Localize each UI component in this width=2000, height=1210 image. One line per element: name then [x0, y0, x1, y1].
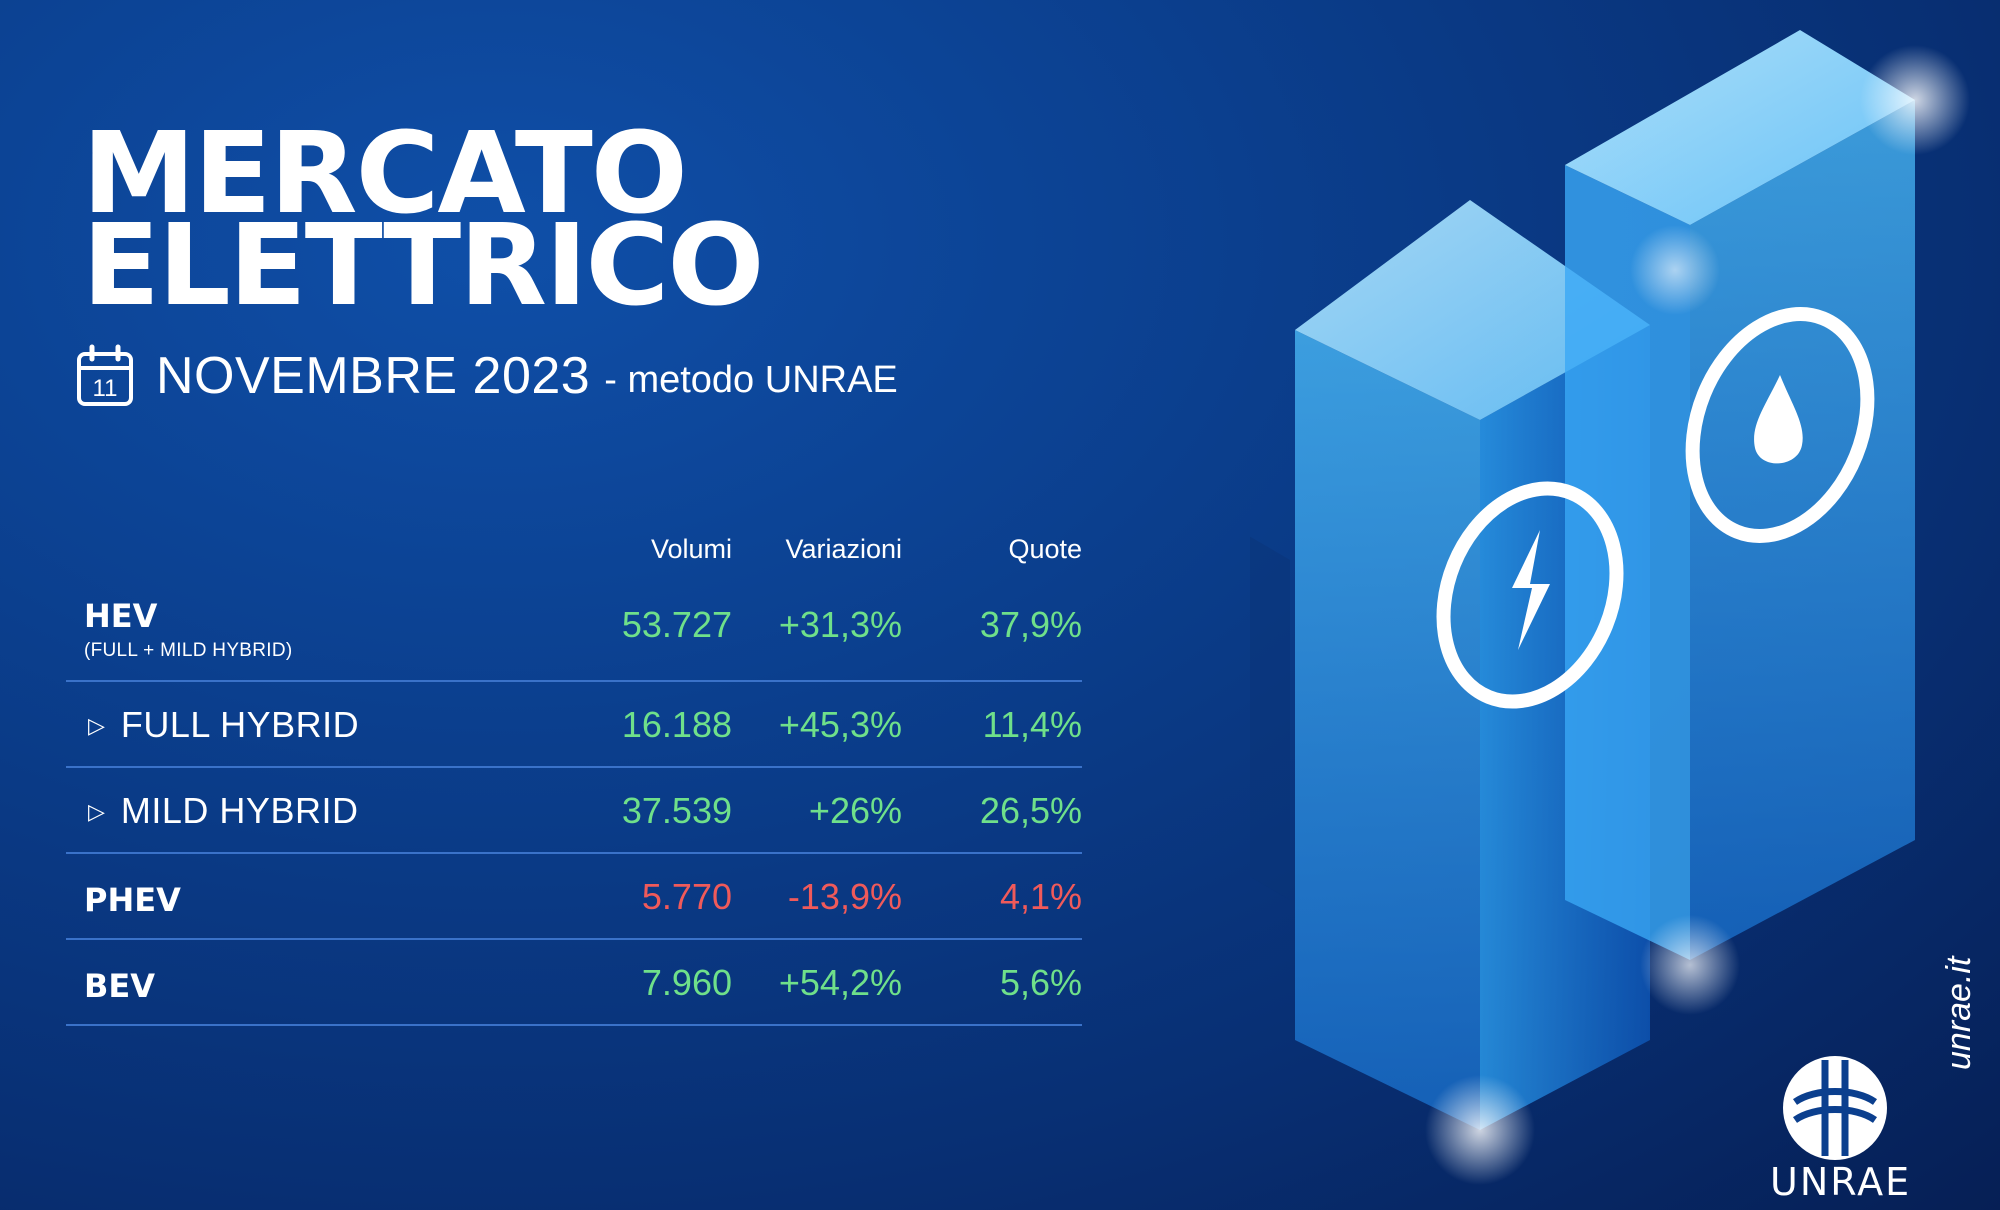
triangle-right-icon: ▷: [88, 799, 105, 824]
cell-variazioni: -13,9%: [787, 876, 902, 917]
unrae-logo: [1783, 1056, 1887, 1160]
period-row: 11 NOVEMBRE 2023 - metodo UNRAE: [76, 344, 898, 408]
pillar-left-top: [1295, 200, 1650, 420]
lightning-ring: [1436, 481, 1624, 709]
cell-variazioni: +31,3%: [778, 604, 902, 645]
cell-variazioni: +26%: [808, 790, 902, 831]
cell-quote: 37,9%: [979, 604, 1082, 645]
cell-variazioni: +45,3%: [778, 704, 902, 745]
cell-variazioni: +54,2%: [778, 962, 902, 1003]
header-volumi: Volumi: [650, 534, 732, 564]
cell-volumi: 37.539: [621, 790, 732, 831]
calendar-icon: 11: [77, 344, 133, 406]
page-title: MERCATO ELETTRICO: [82, 118, 764, 322]
table-row-full-hybrid: ▷ FULL HYBRID 16.188 +45,3% 11,4%: [66, 682, 1082, 768]
pillar-left-front: [1295, 330, 1480, 1130]
header-variazioni: Variazioni: [785, 534, 902, 564]
title-line-1: MERCATO: [82, 109, 688, 239]
row-label: BEV: [84, 964, 155, 1006]
unrae-logo-text: UNRAE: [1770, 1160, 1912, 1204]
lightning-icon: [1512, 530, 1550, 650]
fuel-ring: [1685, 307, 1875, 543]
row-label-sub: (FULL + MILD HYBRID): [84, 640, 293, 661]
table-header: Volumi Variazioni Quote: [66, 520, 1082, 580]
cell-volumi: 53.727: [621, 604, 732, 645]
period-month: NOVEMBRE 2023: [156, 347, 591, 405]
pillars-illustration: [1250, 30, 1970, 1185]
row-label-main: FULL HYBRID: [120, 704, 360, 745]
header-quote: Quote: [1008, 534, 1082, 564]
table-row-hev: HEV (FULL + MILD HYBRID) 53.727 +31,3% 3…: [66, 580, 1082, 682]
row-label-main: MILD HYBRID: [120, 790, 359, 831]
row-label: PHEV: [84, 878, 181, 920]
row-label: ▷ FULL HYBRID: [84, 704, 359, 746]
cell-quote: 11,4%: [982, 704, 1082, 745]
cell-quote: 4,1%: [999, 876, 1082, 917]
table-row-bev: BEV 7.960 +54,2% 5,6%: [66, 940, 1082, 1026]
period-method: - metodo UNRAE: [604, 358, 898, 401]
row-label-main: HEV: [84, 597, 158, 635]
row-label: HEV (FULL + MILD HYBRID): [84, 594, 293, 662]
table-row-mild-hybrid: ▷ MILD HYBRID 37.539 +26% 26,5%: [66, 768, 1082, 854]
cell-quote: 5,6%: [999, 962, 1082, 1003]
pillar-right-top: [1565, 30, 1915, 225]
table-row-phev: PHEV 5.770 -13,9% 4,1%: [66, 854, 1082, 940]
row-label-main: BEV: [84, 967, 156, 1005]
cell-volumi: 7.960: [641, 962, 732, 1003]
title-line-2: ELETTRICO: [82, 201, 764, 331]
row-label: ▷ MILD HYBRID: [84, 790, 358, 832]
pillar-right-front: [1565, 165, 1690, 960]
cell-volumi: 5.770: [641, 876, 732, 917]
triangle-right-icon: ▷: [88, 713, 105, 738]
market-table: Volumi Variazioni Quote HEV (FULL + MILD…: [66, 520, 1082, 1026]
cell-quote: 26,5%: [979, 790, 1082, 831]
fuel-drop-icon: [1754, 375, 1803, 464]
calendar-day: 11: [93, 375, 118, 402]
row-label-main: PHEV: [84, 881, 181, 919]
unrae-url: unrae.it: [1940, 956, 1978, 1070]
cell-volumi: 16.188: [621, 704, 732, 745]
